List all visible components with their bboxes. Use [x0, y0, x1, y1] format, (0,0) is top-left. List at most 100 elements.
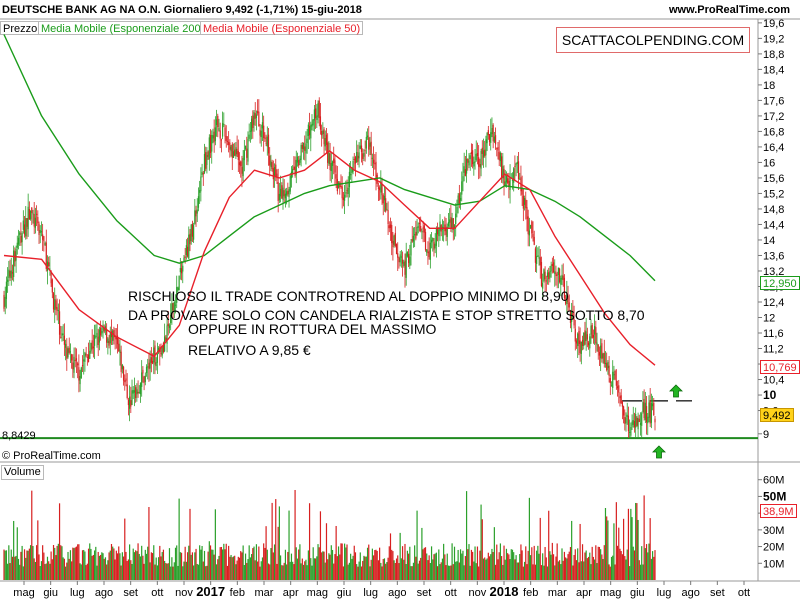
site-link[interactable]: www.ProRealTime.com — [668, 4, 790, 16]
candle-body — [423, 225, 425, 233]
candle-body — [122, 366, 125, 381]
volume-bar — [463, 565, 465, 580]
candle-body — [527, 216, 529, 235]
volume-bar — [203, 550, 206, 580]
volume-bar — [278, 506, 280, 580]
volume-panel-label[interactable]: Volume — [1, 465, 44, 480]
volume-bar — [217, 559, 219, 580]
volume-bar — [116, 553, 119, 580]
candle-body — [79, 376, 81, 385]
volume-bar — [307, 550, 309, 580]
volume-bar — [159, 545, 161, 580]
candle-body — [237, 150, 239, 161]
candle-body — [11, 272, 14, 274]
candle-body — [377, 187, 380, 189]
volume-bar — [580, 561, 582, 580]
volume-bar — [200, 549, 202, 580]
candle-body — [648, 402, 650, 418]
volume-bar — [179, 552, 181, 580]
volume-bar — [499, 543, 502, 580]
volume-bar — [93, 550, 96, 580]
candle-body — [19, 232, 21, 235]
candle-body — [350, 174, 352, 176]
candle-body — [275, 164, 277, 177]
candle-body — [183, 257, 185, 262]
time-axis-label: lug — [70, 587, 85, 599]
volume-bar — [391, 549, 393, 580]
candle-body — [446, 226, 448, 237]
volume-bar — [324, 562, 326, 580]
time-axis-label: ott — [738, 587, 750, 599]
candle-body — [591, 325, 593, 339]
candle-body — [228, 141, 230, 146]
volume-bar — [83, 549, 85, 580]
volume-bar — [592, 556, 595, 580]
volume-bar — [441, 558, 444, 580]
volume-bar — [359, 552, 361, 580]
volume-bar — [410, 566, 412, 580]
legend-ema50[interactable]: Media Mobile (Esponenziale 50) — [200, 21, 364, 35]
candle-body — [75, 358, 78, 361]
candle-body — [449, 219, 451, 223]
volume-bar — [474, 546, 476, 580]
volume-bar — [554, 565, 556, 580]
candle-body — [188, 234, 190, 259]
candle-body — [165, 337, 167, 342]
volume-bar — [318, 547, 320, 580]
candle-body — [641, 413, 643, 426]
candle-body — [244, 145, 247, 149]
volume-bar — [4, 550, 6, 580]
price-tick-label: 9 — [763, 429, 769, 441]
candle-body — [346, 190, 348, 192]
volume-bar — [294, 489, 296, 580]
legend-ema200[interactable]: Media Mobile (Esponenziale 200) — [38, 21, 208, 35]
candle-body — [578, 330, 580, 344]
candle-body — [561, 274, 563, 280]
candle-body — [57, 310, 59, 312]
candle-body — [557, 267, 559, 275]
candle-body — [600, 345, 602, 359]
volume-bar — [486, 558, 488, 580]
candle-body — [321, 131, 323, 136]
volume-bar — [184, 546, 186, 580]
volume-bar — [281, 565, 283, 580]
volume-bar — [300, 563, 302, 580]
candle-body — [107, 338, 109, 344]
candle-body — [635, 414, 637, 428]
candle-body — [616, 386, 619, 389]
volume-bar — [254, 560, 256, 580]
volume-bar — [164, 560, 166, 580]
candle-body — [381, 184, 383, 196]
volume-bar — [534, 564, 537, 580]
volume-bar — [68, 558, 70, 580]
volume-bar — [479, 550, 481, 580]
candle-body — [54, 299, 56, 310]
time-axis-label: set — [417, 587, 432, 599]
volume-bar — [475, 563, 477, 580]
volume-bar — [288, 510, 290, 580]
volume-bar — [141, 545, 143, 580]
candle-body — [387, 209, 389, 224]
candle-body — [49, 268, 51, 270]
volume-bar — [497, 559, 499, 580]
price-tick-label: 16,4 — [763, 142, 784, 154]
candle-body — [565, 301, 567, 304]
candle-body — [201, 171, 203, 175]
volume-tick-label: 20M — [763, 542, 784, 554]
volume-bar — [635, 502, 637, 580]
volume-bar — [467, 549, 469, 580]
volume-bar — [587, 556, 590, 580]
ema200-line — [3, 34, 656, 282]
volume-bar — [162, 549, 165, 580]
volume-bar — [527, 550, 529, 580]
candle-body — [223, 124, 225, 126]
candle-body — [590, 325, 592, 335]
candle-body — [409, 256, 411, 266]
candle-body — [452, 218, 454, 230]
candle-body — [22, 220, 24, 230]
candle-body — [526, 207, 528, 220]
volume-bar — [3, 549, 5, 580]
volume-bar — [619, 548, 621, 580]
volume-bar — [231, 557, 233, 580]
